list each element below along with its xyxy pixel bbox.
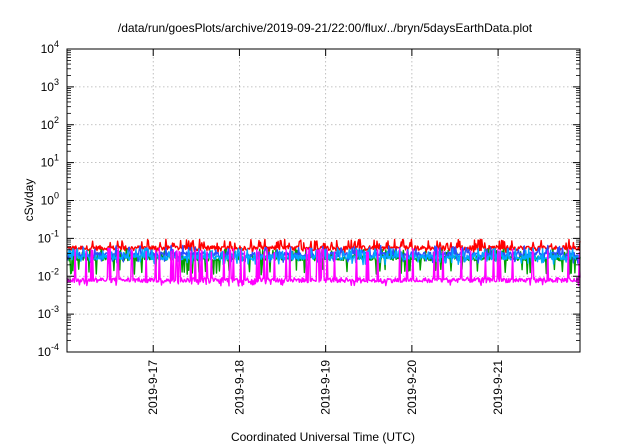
- x-tick-label: 2019-9-17: [146, 360, 160, 415]
- x-tick-label: 2019-9-18: [232, 360, 246, 415]
- x-tick-label: 2019-9-21: [491, 360, 505, 415]
- series-line-5: [66, 247, 581, 287]
- x-axis: 2019-9-17 2019-9-18 2019-9-19 2019-9-20 2019…: [146, 49, 505, 415]
- y-tick-label: 10-3: [38, 304, 59, 321]
- grid-lines: [67, 49, 580, 352]
- y-tick-label: 100: [41, 191, 59, 208]
- y-tick-label: 10-1: [38, 228, 59, 245]
- y-tick-label: 104: [41, 39, 59, 56]
- y-tick-label: 101: [41, 153, 59, 170]
- x-axis-label: Coordinated Universal Time (UTC): [231, 430, 415, 444]
- x-tick-label: 2019-9-20: [405, 360, 419, 415]
- chart-title: /data/run/goesPlots/archive/2019-09-21/2…: [118, 21, 533, 35]
- series-line-1: [66, 238, 581, 255]
- x-tick-label: 2019-9-19: [319, 360, 333, 415]
- y-tick-label: 10-4: [38, 342, 59, 359]
- series-group: [66, 238, 581, 287]
- y-tick-label: 103: [41, 77, 59, 94]
- y-axis-label: cSv/day: [22, 179, 36, 222]
- y-axis: 104 103 102 101 100 10-1 10-2 10-3 10-4: [38, 39, 580, 359]
- y-tick-label: 102: [41, 115, 59, 132]
- y-tick-label: 10-2: [38, 266, 59, 283]
